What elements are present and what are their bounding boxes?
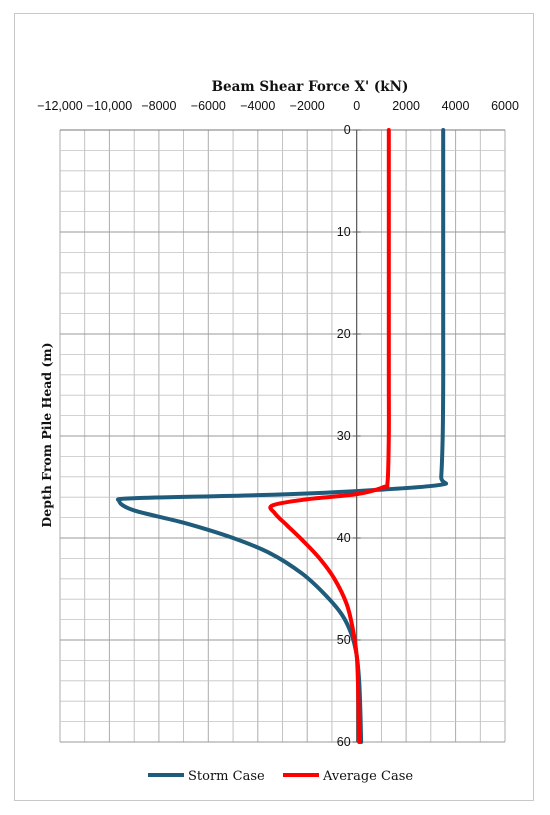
chart-title: Beam Shear Force X' (kN) <box>212 79 409 95</box>
legend-label-storm-case: Storm Case <box>188 769 265 784</box>
y-tick-label: 20 <box>337 327 351 341</box>
y-axis-label: Depth From Pile Head (m) <box>39 342 54 527</box>
y-tick-label: 0 <box>344 123 351 137</box>
x-axis-ticks: −12,000 −10,000 −8000 −6000 −4000 −2000 0 2000 4… <box>37 99 519 113</box>
legend: Storm Case Average Case <box>148 769 413 784</box>
series-lines <box>115 128 449 744</box>
x-tick-label: −8000 <box>141 99 176 113</box>
y-tick-label: 40 <box>337 531 351 545</box>
x-tick-label: 4000 <box>442 99 470 113</box>
series-line-storm-case <box>115 128 449 744</box>
y-tick-label: 50 <box>337 633 351 647</box>
x-tick-label: −4000 <box>240 99 275 113</box>
x-tick-label: 2000 <box>392 99 420 113</box>
x-tick-label: −12,000 <box>37 99 83 113</box>
x-tick-label: −2000 <box>290 99 325 113</box>
y-tick-label: 10 <box>337 225 351 239</box>
x-tick-label: −6000 <box>191 99 226 113</box>
x-tick-label: −10,000 <box>87 99 133 113</box>
x-tick-label: 0 <box>353 99 360 113</box>
x-tick-label: 6000 <box>491 99 519 113</box>
y-axis: 0 10 20 30 40 50 60 <box>337 123 361 749</box>
y-tick-label: 60 <box>337 735 351 749</box>
series-line-average-case <box>268 128 391 744</box>
y-tick-label: 30 <box>337 429 351 443</box>
grid <box>59 129 506 743</box>
chart-frame <box>14 13 534 801</box>
legend-label-average-case: Average Case <box>322 769 413 784</box>
